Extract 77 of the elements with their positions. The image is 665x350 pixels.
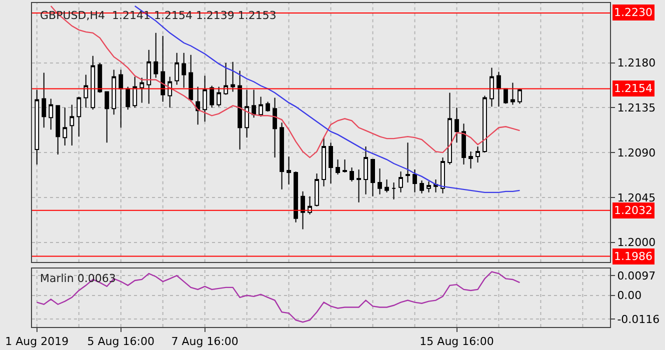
candlestick <box>146 49 152 104</box>
candlestick <box>272 97 278 158</box>
x-tick-label: 5 Aug 16:00 <box>87 335 154 348</box>
candlestick <box>392 182 396 200</box>
candlestick <box>440 157 445 194</box>
candlestick <box>62 107 68 146</box>
candlestick <box>230 61 236 92</box>
candlestick <box>420 180 424 194</box>
candlestick <box>462 123 466 165</box>
candlestick <box>258 96 264 118</box>
candlestick <box>98 62 102 94</box>
candlestick <box>482 95 487 154</box>
candlestick <box>174 52 180 86</box>
candlestick <box>252 89 256 118</box>
candlestick <box>476 146 480 164</box>
y-tick-label: 0.00 <box>617 289 642 302</box>
candlestick <box>308 196 312 215</box>
candlestick <box>280 122 284 190</box>
chart-title: Marlin 0.0063 <box>40 272 116 285</box>
ref-line-label: 1.2154 <box>614 82 652 95</box>
candlestick <box>490 67 494 108</box>
candlestick <box>154 32 158 78</box>
candlestick <box>216 86 222 108</box>
line-series <box>36 271 520 323</box>
candlestick <box>34 89 40 165</box>
y-tick-label: 1.2180 <box>617 56 656 70</box>
candlestick <box>140 77 144 104</box>
candlestick <box>378 168 382 195</box>
ref-line-label: 1.1986 <box>614 250 652 263</box>
ref-line-label: 1.2032 <box>614 204 652 217</box>
candlestick <box>406 142 410 183</box>
candlestick <box>224 62 228 96</box>
candlestick <box>188 54 194 102</box>
candlestick <box>322 137 326 187</box>
candlestick <box>196 86 200 126</box>
candlestick <box>504 88 508 104</box>
y-tick-label: 1.2090 <box>617 146 656 160</box>
candlestick <box>238 70 242 150</box>
y-tick-label: 1.2045 <box>617 191 656 204</box>
candlestick <box>112 69 116 116</box>
candlestick <box>384 178 389 193</box>
candlestick <box>294 170 298 223</box>
candlestick <box>336 159 340 175</box>
candlestick <box>84 74 88 108</box>
candlestick <box>426 180 431 193</box>
candlestick <box>266 101 270 112</box>
candlestick <box>364 146 368 195</box>
candlestick <box>314 172 320 207</box>
candlestick <box>168 76 172 108</box>
candlestick <box>132 76 138 108</box>
y-tick-label: 1.2135 <box>617 102 656 115</box>
x-tick-label: 15 Aug 16:00 <box>420 335 494 348</box>
candlestick <box>70 104 74 146</box>
y-tick-label: 1.2000 <box>617 236 656 250</box>
candlestick <box>104 91 110 144</box>
candlestick <box>210 85 214 108</box>
candlestick <box>448 92 452 165</box>
candlestick <box>42 72 46 128</box>
y-tick-label: 0.0097 <box>617 269 656 282</box>
candlestick <box>126 86 130 110</box>
x-tick-label: 7 Aug 16:00 <box>171 335 238 348</box>
candlestick <box>56 105 60 156</box>
candlestick <box>468 151 473 169</box>
candlestick <box>182 52 186 88</box>
candlestick <box>90 55 96 110</box>
candlestick <box>510 82 515 106</box>
candlestick <box>518 88 522 104</box>
candlestick <box>300 190 306 230</box>
x-tick-label: 1 Aug 2019 <box>5 335 69 348</box>
candlestick <box>48 98 54 130</box>
candlestick <box>350 166 354 182</box>
candlestick <box>342 159 348 173</box>
candlestick <box>398 170 403 193</box>
candlestick <box>356 168 361 203</box>
y-tick-label: -0.0116 <box>617 312 660 326</box>
candlestick <box>434 178 438 193</box>
ref-line-label: 1.2230 <box>614 6 652 19</box>
